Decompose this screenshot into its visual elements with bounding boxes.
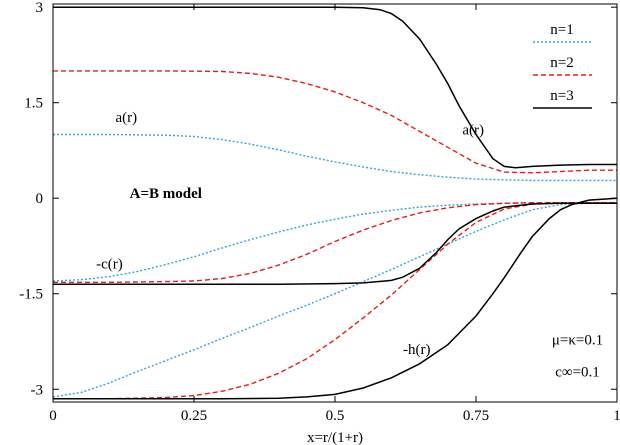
curves-layer	[52, 6, 618, 400]
series-3-curve-3	[53, 197, 618, 400]
series-2-curve-2	[53, 201, 617, 283]
legend-label-1: n=1	[550, 22, 573, 38]
annotation-6: μ=κ=0.1	[552, 333, 603, 349]
annotation-4: -c(r)	[96, 256, 123, 272]
legend-label-2: n=2	[550, 55, 573, 71]
y-tick-label: 0	[36, 191, 44, 207]
x-axis-label: x=r/(1+r)	[307, 430, 363, 445]
x-tick-label: 0.25	[181, 408, 207, 424]
x-tick-label: 1	[613, 408, 620, 424]
series-1-curve-1	[53, 133, 617, 182]
x-tick-label: 0	[49, 408, 57, 424]
series-1-curve-3	[52, 202, 617, 398]
annotation-3: a(r)	[462, 123, 484, 139]
ticks-layer: 0 0.25 0.5 0.75 1 3 1.5 0 -1.5 -3	[19, 0, 620, 424]
y-tick-label: 3	[36, 0, 44, 16]
legend: n=1 n=2 n=3	[533, 22, 592, 109]
annotations-layer: A=B model a(r) a(r) -c(r) -h(r) μ=κ=0.1 c∞=0.1	[96, 110, 603, 381]
legend-label-3: n=3	[550, 88, 573, 104]
x-tick-label: 0.75	[463, 408, 489, 424]
y-tick-label: -1.5	[19, 287, 43, 303]
annotation-1: A=B model	[130, 186, 202, 202]
x-tick-label: 0.5	[326, 408, 345, 424]
annotation-7: c∞=0.1	[555, 365, 600, 381]
series-2-curve-1	[53, 70, 617, 174]
series-1-curve-2	[52, 201, 617, 282]
series-3-curve-1	[53, 6, 617, 169]
y-tick-label: -3	[31, 382, 44, 398]
annotation-5: -h(r)	[403, 342, 430, 358]
series-3-curve-2	[53, 202, 617, 285]
annotation-2: a(r)	[115, 110, 137, 126]
y-tick-label: 1.5	[24, 96, 43, 112]
series-2-curve-3	[53, 201, 617, 400]
